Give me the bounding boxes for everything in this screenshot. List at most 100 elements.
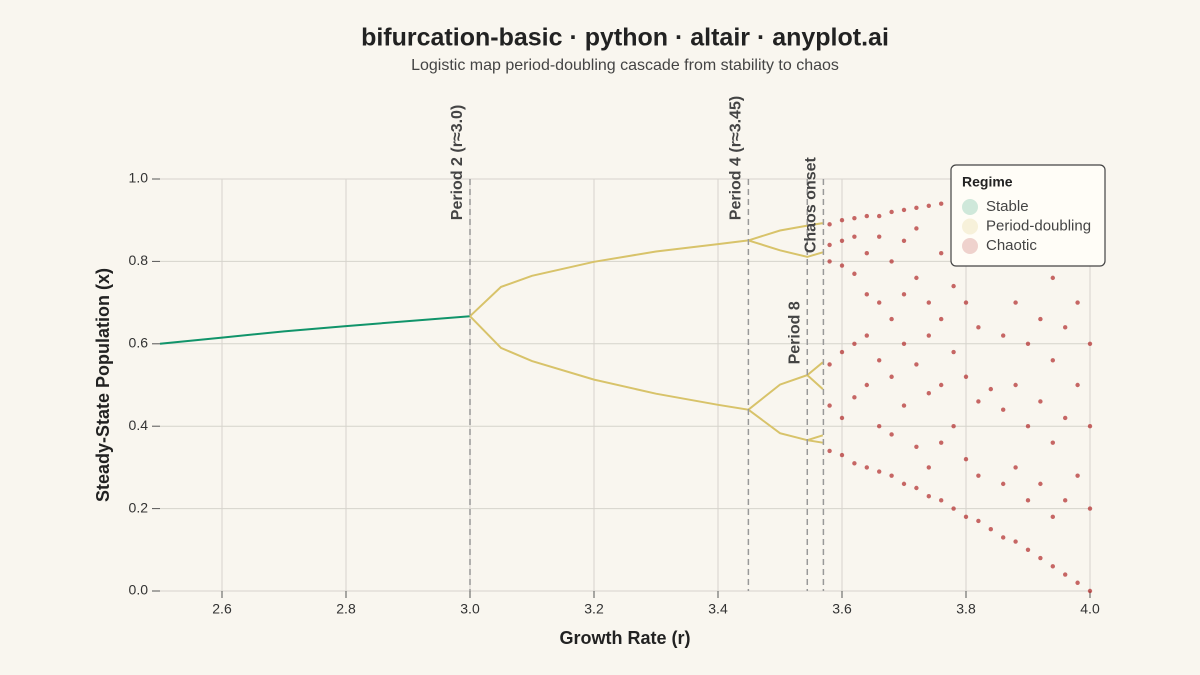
point bbox=[1087, 588, 1093, 594]
point bbox=[1001, 481, 1006, 487]
x-tick-label: 3.6 bbox=[832, 601, 852, 617]
chart-subtitle: Logistic map period-doubling cascade fro… bbox=[411, 57, 839, 74]
legend-label: Chaotic bbox=[986, 237, 1037, 254]
point bbox=[901, 207, 907, 213]
x-tick-label: 2.6 bbox=[212, 601, 232, 617]
point bbox=[1063, 415, 1068, 421]
point bbox=[963, 300, 969, 305]
point bbox=[1013, 465, 1018, 470]
point bbox=[939, 250, 944, 256]
legend-box bbox=[950, 164, 1106, 267]
point bbox=[877, 300, 882, 305]
annotation-label: Chaos onset bbox=[803, 156, 820, 253]
point bbox=[1038, 481, 1043, 487]
series-line bbox=[159, 315, 471, 345]
point bbox=[889, 316, 894, 322]
point bbox=[976, 518, 981, 524]
point bbox=[926, 203, 931, 208]
point bbox=[901, 341, 907, 346]
point bbox=[914, 226, 919, 231]
point bbox=[1087, 424, 1093, 429]
point bbox=[889, 473, 894, 478]
point bbox=[1001, 333, 1006, 338]
point bbox=[1025, 424, 1031, 429]
point bbox=[852, 215, 857, 221]
point bbox=[1025, 341, 1031, 346]
point bbox=[864, 292, 869, 297]
chart-title: bifurcation-basic · python · altair · an… bbox=[361, 24, 889, 52]
legend-swatch bbox=[962, 218, 978, 235]
legend-label: Stable bbox=[986, 198, 1029, 215]
point bbox=[852, 461, 857, 466]
point bbox=[1050, 275, 1056, 281]
point bbox=[1063, 498, 1068, 503]
point bbox=[1001, 535, 1006, 540]
point bbox=[939, 201, 944, 206]
point bbox=[976, 399, 981, 404]
legend-swatch bbox=[962, 238, 978, 254]
point bbox=[864, 250, 869, 256]
point bbox=[951, 424, 956, 429]
point bbox=[901, 403, 907, 408]
point bbox=[976, 325, 981, 330]
point bbox=[877, 469, 882, 474]
point bbox=[889, 374, 894, 379]
point bbox=[901, 481, 907, 487]
point bbox=[864, 465, 869, 470]
annotation-label: Period 2 (r≈3.0) bbox=[449, 105, 466, 220]
point bbox=[926, 494, 931, 499]
point bbox=[939, 316, 944, 322]
point bbox=[827, 362, 832, 367]
annotation-label: Period 4 (r≈3.45) bbox=[728, 96, 745, 220]
point bbox=[1001, 407, 1006, 412]
point bbox=[827, 403, 832, 408]
point bbox=[1075, 300, 1080, 305]
point bbox=[1025, 547, 1031, 552]
point bbox=[914, 275, 919, 281]
x-tick-label: 3.0 bbox=[460, 601, 480, 617]
y-tick-label: 0.4 bbox=[129, 417, 149, 433]
point bbox=[939, 382, 944, 388]
point bbox=[877, 213, 882, 219]
point bbox=[839, 349, 845, 355]
legend-title: Regime bbox=[962, 174, 1013, 190]
point bbox=[852, 395, 857, 400]
point bbox=[1038, 316, 1043, 322]
point bbox=[914, 362, 919, 367]
point bbox=[827, 222, 832, 227]
point bbox=[976, 473, 981, 478]
point bbox=[1025, 498, 1031, 503]
point bbox=[914, 444, 919, 449]
point bbox=[839, 218, 845, 223]
point bbox=[864, 382, 869, 388]
point bbox=[839, 238, 845, 243]
point bbox=[939, 440, 944, 445]
point bbox=[827, 448, 832, 454]
point bbox=[926, 391, 931, 396]
point bbox=[1050, 358, 1056, 363]
point bbox=[951, 283, 956, 289]
point bbox=[1075, 580, 1080, 585]
point bbox=[951, 506, 956, 511]
point bbox=[877, 234, 882, 239]
point bbox=[1063, 325, 1068, 330]
point bbox=[914, 205, 919, 211]
point bbox=[1038, 399, 1043, 404]
point bbox=[963, 514, 969, 520]
point bbox=[1013, 539, 1018, 544]
point bbox=[1087, 506, 1093, 511]
point bbox=[1050, 564, 1056, 569]
y-axis-label: Steady-State Population (x) bbox=[93, 268, 113, 502]
point bbox=[901, 238, 907, 243]
point bbox=[1050, 514, 1056, 520]
point bbox=[963, 456, 969, 462]
y-tick-label: 0.2 bbox=[129, 499, 149, 515]
point bbox=[852, 341, 857, 346]
point bbox=[926, 300, 931, 305]
point bbox=[827, 259, 832, 264]
point bbox=[852, 271, 857, 276]
x-axis-label: Growth Rate (r) bbox=[559, 628, 690, 648]
